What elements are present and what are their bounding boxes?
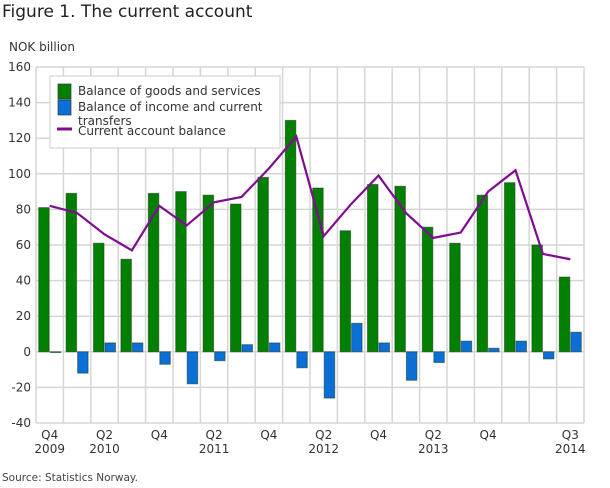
x-tick-label: Q4: [41, 428, 58, 442]
bar-income-transfers: [351, 322, 363, 353]
bar-income-transfers: [131, 342, 144, 353]
bar-goods-services: [202, 194, 215, 353]
bar-goods-services: [147, 192, 160, 353]
bar-income-transfers: [488, 347, 500, 353]
bar-income-transfers: [405, 351, 418, 381]
bar-goods-services: [476, 194, 489, 353]
y-tick-label: 140: [8, 96, 31, 110]
bar-income-transfers: [268, 342, 281, 353]
bar-goods-services: [93, 242, 105, 353]
bar-income-transfers: [570, 331, 582, 353]
legend-label: Balance of income and current: [78, 100, 263, 114]
bar-income-transfers: [214, 351, 226, 362]
x-tick-label: Q4: [370, 428, 387, 442]
bar-goods-services: [312, 187, 324, 353]
bar-goods-services: [339, 230, 352, 353]
source-note: Source: Statistics Norway.: [2, 472, 138, 484]
bar-goods-services: [120, 258, 132, 353]
bar-goods-services: [284, 119, 297, 353]
y-tick-label: 100: [8, 167, 31, 181]
bar-goods-services: [38, 207, 50, 353]
legend-box: [49, 75, 281, 149]
legend-label: transfers: [78, 114, 132, 128]
y-tick-label: 0: [23, 345, 31, 359]
y-tick-label: 20: [16, 309, 31, 323]
figure-title: Figure 1. The current account: [2, 2, 253, 22]
x-tick-year-label: 2009: [34, 442, 65, 456]
y-tick-label: 40: [16, 274, 31, 288]
bars: [38, 119, 582, 399]
bar-goods-services: [449, 242, 461, 353]
y-tick-label: -20: [11, 380, 31, 394]
x-tick-year-label: 2014: [555, 442, 586, 456]
y-tick-label: 160: [8, 60, 31, 74]
x-tick-label: Q4: [151, 428, 168, 442]
legend-label: Balance of goods and services: [78, 84, 261, 98]
y-tick-label: 80: [16, 202, 31, 216]
y-axis-label: NOK billion: [9, 40, 76, 54]
bar-income-transfers: [159, 351, 171, 365]
bar-income-transfers: [542, 351, 555, 360]
x-tick-label: Q2: [315, 428, 332, 442]
bar-goods-services: [421, 226, 434, 353]
x-tick-label: Q2: [96, 428, 113, 442]
bar-income-transfers: [378, 342, 390, 353]
bar-income-transfers: [77, 351, 89, 374]
x-tick-year-label: 2013: [418, 442, 449, 456]
legend-swatch: [57, 83, 72, 100]
bar-income-transfers: [49, 351, 62, 354]
line-series: [49, 134, 571, 261]
bar-income-transfers: [515, 340, 527, 353]
x-tick-year-label: 2011: [199, 442, 230, 456]
bar-goods-services: [504, 182, 516, 353]
x-tick-label: Q2: [206, 428, 223, 442]
x-tick-label: Q4: [260, 428, 277, 442]
y-ticks: -40 -20 0 20 40 60 80 100 120 140 160: [8, 60, 31, 430]
bar-goods-services: [394, 185, 406, 353]
bar-goods-services: [558, 276, 571, 353]
bar-goods-services: [257, 176, 269, 353]
bar-income-transfers: [323, 351, 336, 399]
x-tick-year-label: 2010: [89, 442, 120, 456]
bar-goods-services: [65, 192, 78, 353]
bar-income-transfers: [186, 351, 199, 385]
y-tick-label: -40: [11, 416, 31, 430]
bar-income-transfers: [460, 340, 473, 353]
bar-income-transfers: [296, 351, 308, 369]
x-tick-label: Q3: [562, 428, 579, 442]
y-tick-label: 60: [16, 238, 31, 252]
y-tick-label: 120: [8, 131, 31, 145]
x-tick-year-label: 2012: [308, 442, 339, 456]
bar-goods-services: [531, 244, 543, 353]
legend: Balance of goods and services Balance of …: [49, 75, 281, 149]
bar-income-transfers: [433, 351, 445, 363]
x-tick-label: Q2: [425, 428, 442, 442]
x-tick-label: Q4: [480, 428, 497, 442]
bar-income-transfers: [241, 344, 253, 353]
line-current-account-balance: [49, 134, 571, 261]
bar-goods-services: [367, 183, 379, 353]
legend-label: Current account balance: [78, 124, 226, 138]
bar-goods-services: [230, 203, 242, 353]
legend-swatch: [57, 99, 72, 116]
bar-goods-services: [175, 191, 187, 353]
bar-income-transfers: [104, 342, 116, 353]
